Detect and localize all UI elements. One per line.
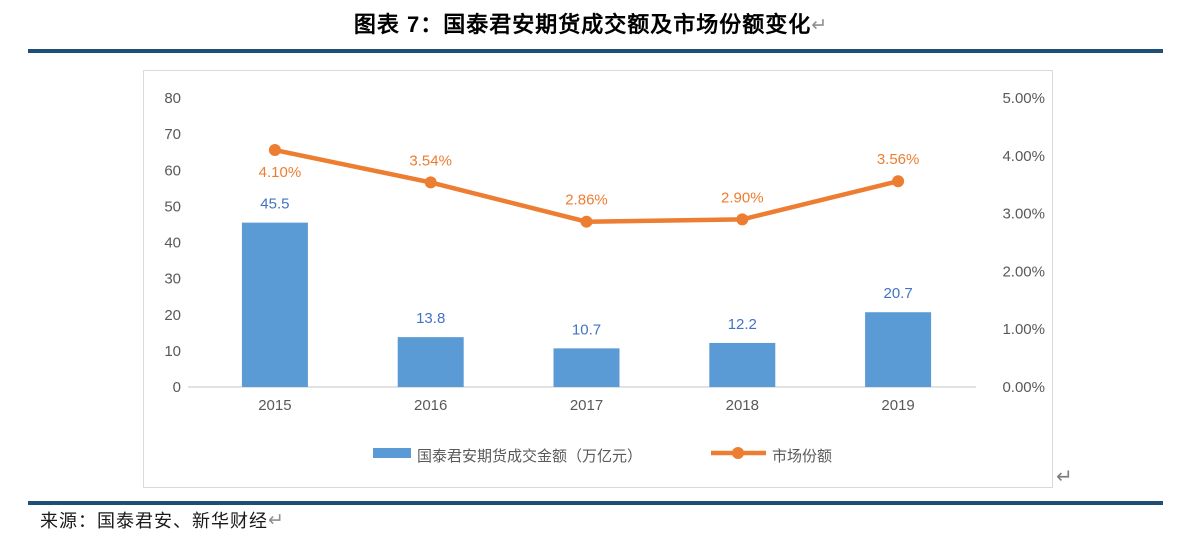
bottom-divider-rule bbox=[28, 501, 1163, 505]
market-share-line bbox=[272, 147, 901, 224]
left-axis-tick: 70 bbox=[164, 126, 181, 143]
page-title: 图表 7：国泰君安期货成交额及市场份额变化↵ bbox=[0, 7, 1182, 39]
paragraph-mark-chart: ↵ bbox=[1056, 466, 1073, 488]
line-point-2018 bbox=[736, 213, 749, 226]
right-axis-tick: 2.00% bbox=[1002, 263, 1045, 280]
line-point-2016 bbox=[424, 176, 437, 189]
top-divider-rule bbox=[28, 49, 1163, 53]
bar-value-label: 20.7 bbox=[883, 285, 912, 302]
paragraph-mark-source: ↵ bbox=[268, 510, 285, 531]
legend-bar-label: 国泰君安期货成交金额（万亿元） bbox=[417, 447, 642, 465]
x-axis-label-2018: 2018 bbox=[726, 397, 759, 414]
source-line: 来源：国泰君安、新华财经↵ bbox=[40, 507, 285, 533]
paragraph-mark-title: ↵ bbox=[811, 15, 829, 36]
bar-2015 bbox=[241, 222, 308, 387]
line-value-label: 3.54% bbox=[409, 152, 452, 169]
right-axis-tick: 3.00% bbox=[1002, 206, 1045, 223]
right-axis-tick: 4.00% bbox=[1002, 148, 1045, 165]
left-axis-tick: 0 bbox=[173, 379, 181, 396]
x-axis-label-2019: 2019 bbox=[881, 397, 914, 414]
line-point-2017 bbox=[580, 215, 593, 228]
line-point-2015 bbox=[268, 144, 281, 157]
x-axis-label-2016: 2016 bbox=[414, 397, 447, 414]
chart-canvas: 80 70 60 50 40 30 20 10 0 5.00% 4.00% 3.00% 2.00% 1.0… bbox=[164, 90, 1045, 465]
bar-2016 bbox=[397, 337, 464, 387]
line-value-label: 2.90% bbox=[721, 189, 764, 206]
bar-2017 bbox=[553, 348, 620, 387]
right-axis-tick: 1.00% bbox=[1002, 321, 1045, 338]
bar-2018 bbox=[709, 342, 776, 387]
x-axis-label-2017: 2017 bbox=[570, 397, 603, 414]
bar-value-label: 10.7 bbox=[572, 321, 601, 338]
line-value-label: 2.86% bbox=[565, 192, 608, 209]
bar-value-label: 45.5 bbox=[260, 196, 289, 213]
left-axis-tick: 20 bbox=[164, 307, 181, 324]
legend-line-marker bbox=[732, 447, 744, 459]
x-axis-label-2015: 2015 bbox=[258, 397, 291, 414]
left-axis-tick: 40 bbox=[164, 235, 181, 252]
source-text: 来源：国泰君安、新华财经 bbox=[40, 511, 268, 531]
left-axis-tick: 10 bbox=[164, 343, 181, 360]
chart-title-text: 图表 7：国泰君安期货成交额及市场份额变化 bbox=[353, 12, 812, 37]
bar-2019 bbox=[865, 312, 932, 387]
legend-bar-swatch bbox=[373, 448, 411, 458]
left-axis-tick: 30 bbox=[164, 271, 181, 288]
legend-line-label: 市场份额 bbox=[772, 448, 832, 465]
left-axis-tick: 50 bbox=[164, 198, 181, 215]
right-axis-tick: 5.00% bbox=[1002, 90, 1045, 107]
bar-value-label: 12.2 bbox=[728, 316, 757, 333]
left-axis-tick: 80 bbox=[164, 90, 181, 107]
left-axis-tick: 60 bbox=[164, 162, 181, 179]
line-value-label: 3.56% bbox=[877, 151, 920, 168]
bar-value-label: 13.8 bbox=[416, 310, 445, 327]
right-axis-tick: 0.00% bbox=[1002, 379, 1045, 396]
combo-chart: 80 70 60 50 40 30 20 10 0 5.00% 4.00% 3.00% 2.00% 1.0… bbox=[143, 70, 1053, 488]
line-value-label: 4.10% bbox=[259, 164, 302, 181]
line-point-2019 bbox=[892, 175, 905, 188]
